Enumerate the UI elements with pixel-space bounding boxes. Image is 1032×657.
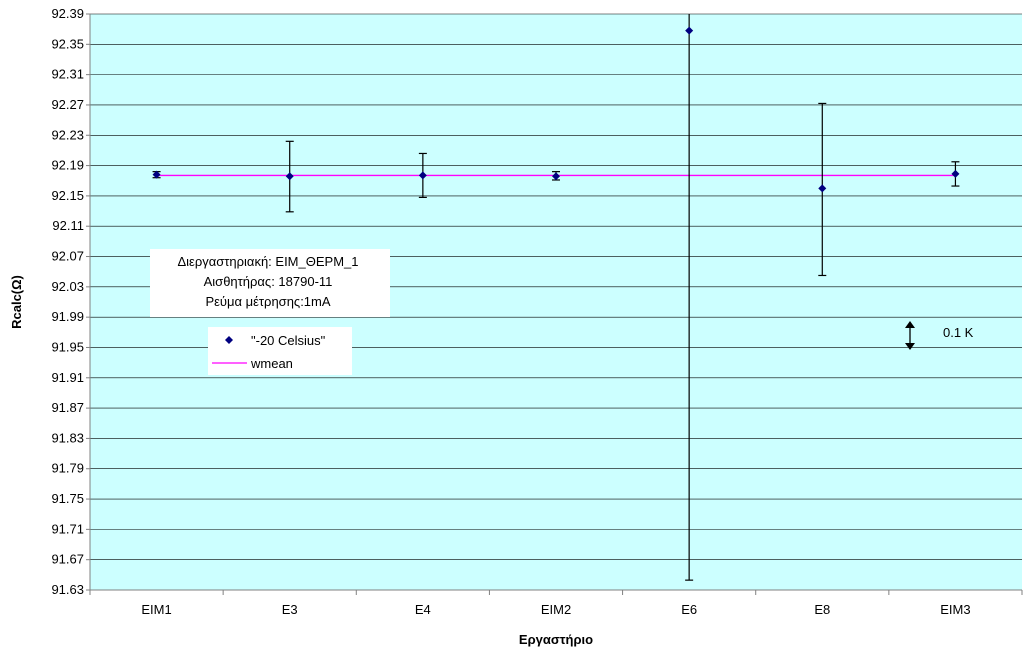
x-tick-label: E6 (681, 602, 697, 617)
y-tick-label: 92.11 (52, 218, 84, 233)
scale-note: 0.1 K (905, 321, 974, 350)
y-tick-label: 92.39 (51, 6, 84, 21)
legend-label-wmean: wmean (250, 356, 293, 371)
info-line-3: Ρεύμα μέτρησης:1mA (205, 294, 330, 309)
y-tick-label: 91.67 (51, 552, 84, 567)
y-tick-label: 91.95 (51, 339, 84, 354)
diamond-marker (951, 169, 960, 178)
y-tick-label: 92.07 (51, 249, 84, 264)
scale-note-label: 0.1 K (943, 325, 974, 340)
info-box-bg (150, 249, 390, 317)
y-tick-label: 92.35 (51, 36, 84, 51)
y-tick-label: 91.63 (51, 582, 84, 597)
diamond-marker (152, 170, 161, 179)
y-tick-label: 91.79 (51, 461, 84, 476)
info-line-1: Διεργαστηριακή: ΕΙΜ_ΘΕΡΜ_1 (177, 254, 358, 269)
diamond-marker (418, 171, 427, 180)
y-tick-label: 92.15 (51, 188, 84, 203)
y-tick-label: 91.71 (51, 521, 84, 536)
y-tick-label: 91.99 (51, 309, 84, 324)
data-point-E6 (685, 14, 694, 581)
data-point-EIM2 (552, 171, 560, 181)
x-tick-label: E8 (814, 602, 830, 617)
legend-label-series: "-20 Celsius" (251, 333, 326, 348)
x-axis-ticks: EIM1 E3 E4 EIM2 E6 E8 EIM3 (89, 590, 1023, 617)
y-axis-ticks: 92.39 92.35 92.31 92.27 92.23 92.19 92.15 92.11… (51, 6, 90, 597)
x-tick-label: EIM3 (940, 602, 970, 617)
info-line-2: Αισθητήρας: 18790-11 (204, 274, 333, 289)
y-tick-label: 91.75 (51, 491, 84, 506)
x-tick-label: E3 (282, 602, 298, 617)
x-tick-label: EIM2 (541, 602, 571, 617)
data-point-EIM3 (951, 161, 960, 187)
y-tick-label: 92.27 (51, 97, 84, 112)
y-tick-label: 92.03 (51, 279, 84, 294)
data-point-E3 (285, 140, 294, 213)
data-point-E4 (418, 152, 427, 199)
y-tick-label: 91.87 (51, 400, 84, 415)
diamond-marker (285, 172, 294, 181)
data-point-E8 (818, 102, 827, 277)
info-box: Διεργαστηριακή: ΕΙΜ_ΘΕΡΜ_1 Αισθητήρας: 1… (150, 249, 390, 317)
x-tick-label: EIM1 (141, 602, 171, 617)
data-points (152, 14, 960, 581)
y-tick-label: 91.83 (51, 430, 84, 445)
y-axis-title: Rcalc(Ω) (9, 275, 24, 329)
y-tick-label: 91.91 (51, 370, 84, 385)
arrow-up-icon (905, 321, 915, 328)
data-point-EIM1 (152, 170, 161, 179)
legend: "-20 Celsius" wmean (208, 327, 352, 375)
legend-marker-diamond (225, 336, 233, 344)
y-tick-label: 92.31 (51, 67, 84, 82)
diamond-marker (685, 26, 694, 35)
y-tick-label: 92.23 (51, 127, 84, 142)
arrow-down-icon (905, 343, 915, 350)
diamond-marker (552, 172, 560, 181)
diamond-marker (818, 184, 827, 193)
y-tick-label: 92.19 (51, 158, 84, 173)
legend-bg (208, 327, 352, 375)
x-axis-title: Εργαστήριο (519, 632, 593, 647)
x-tick-label: E4 (415, 602, 431, 617)
